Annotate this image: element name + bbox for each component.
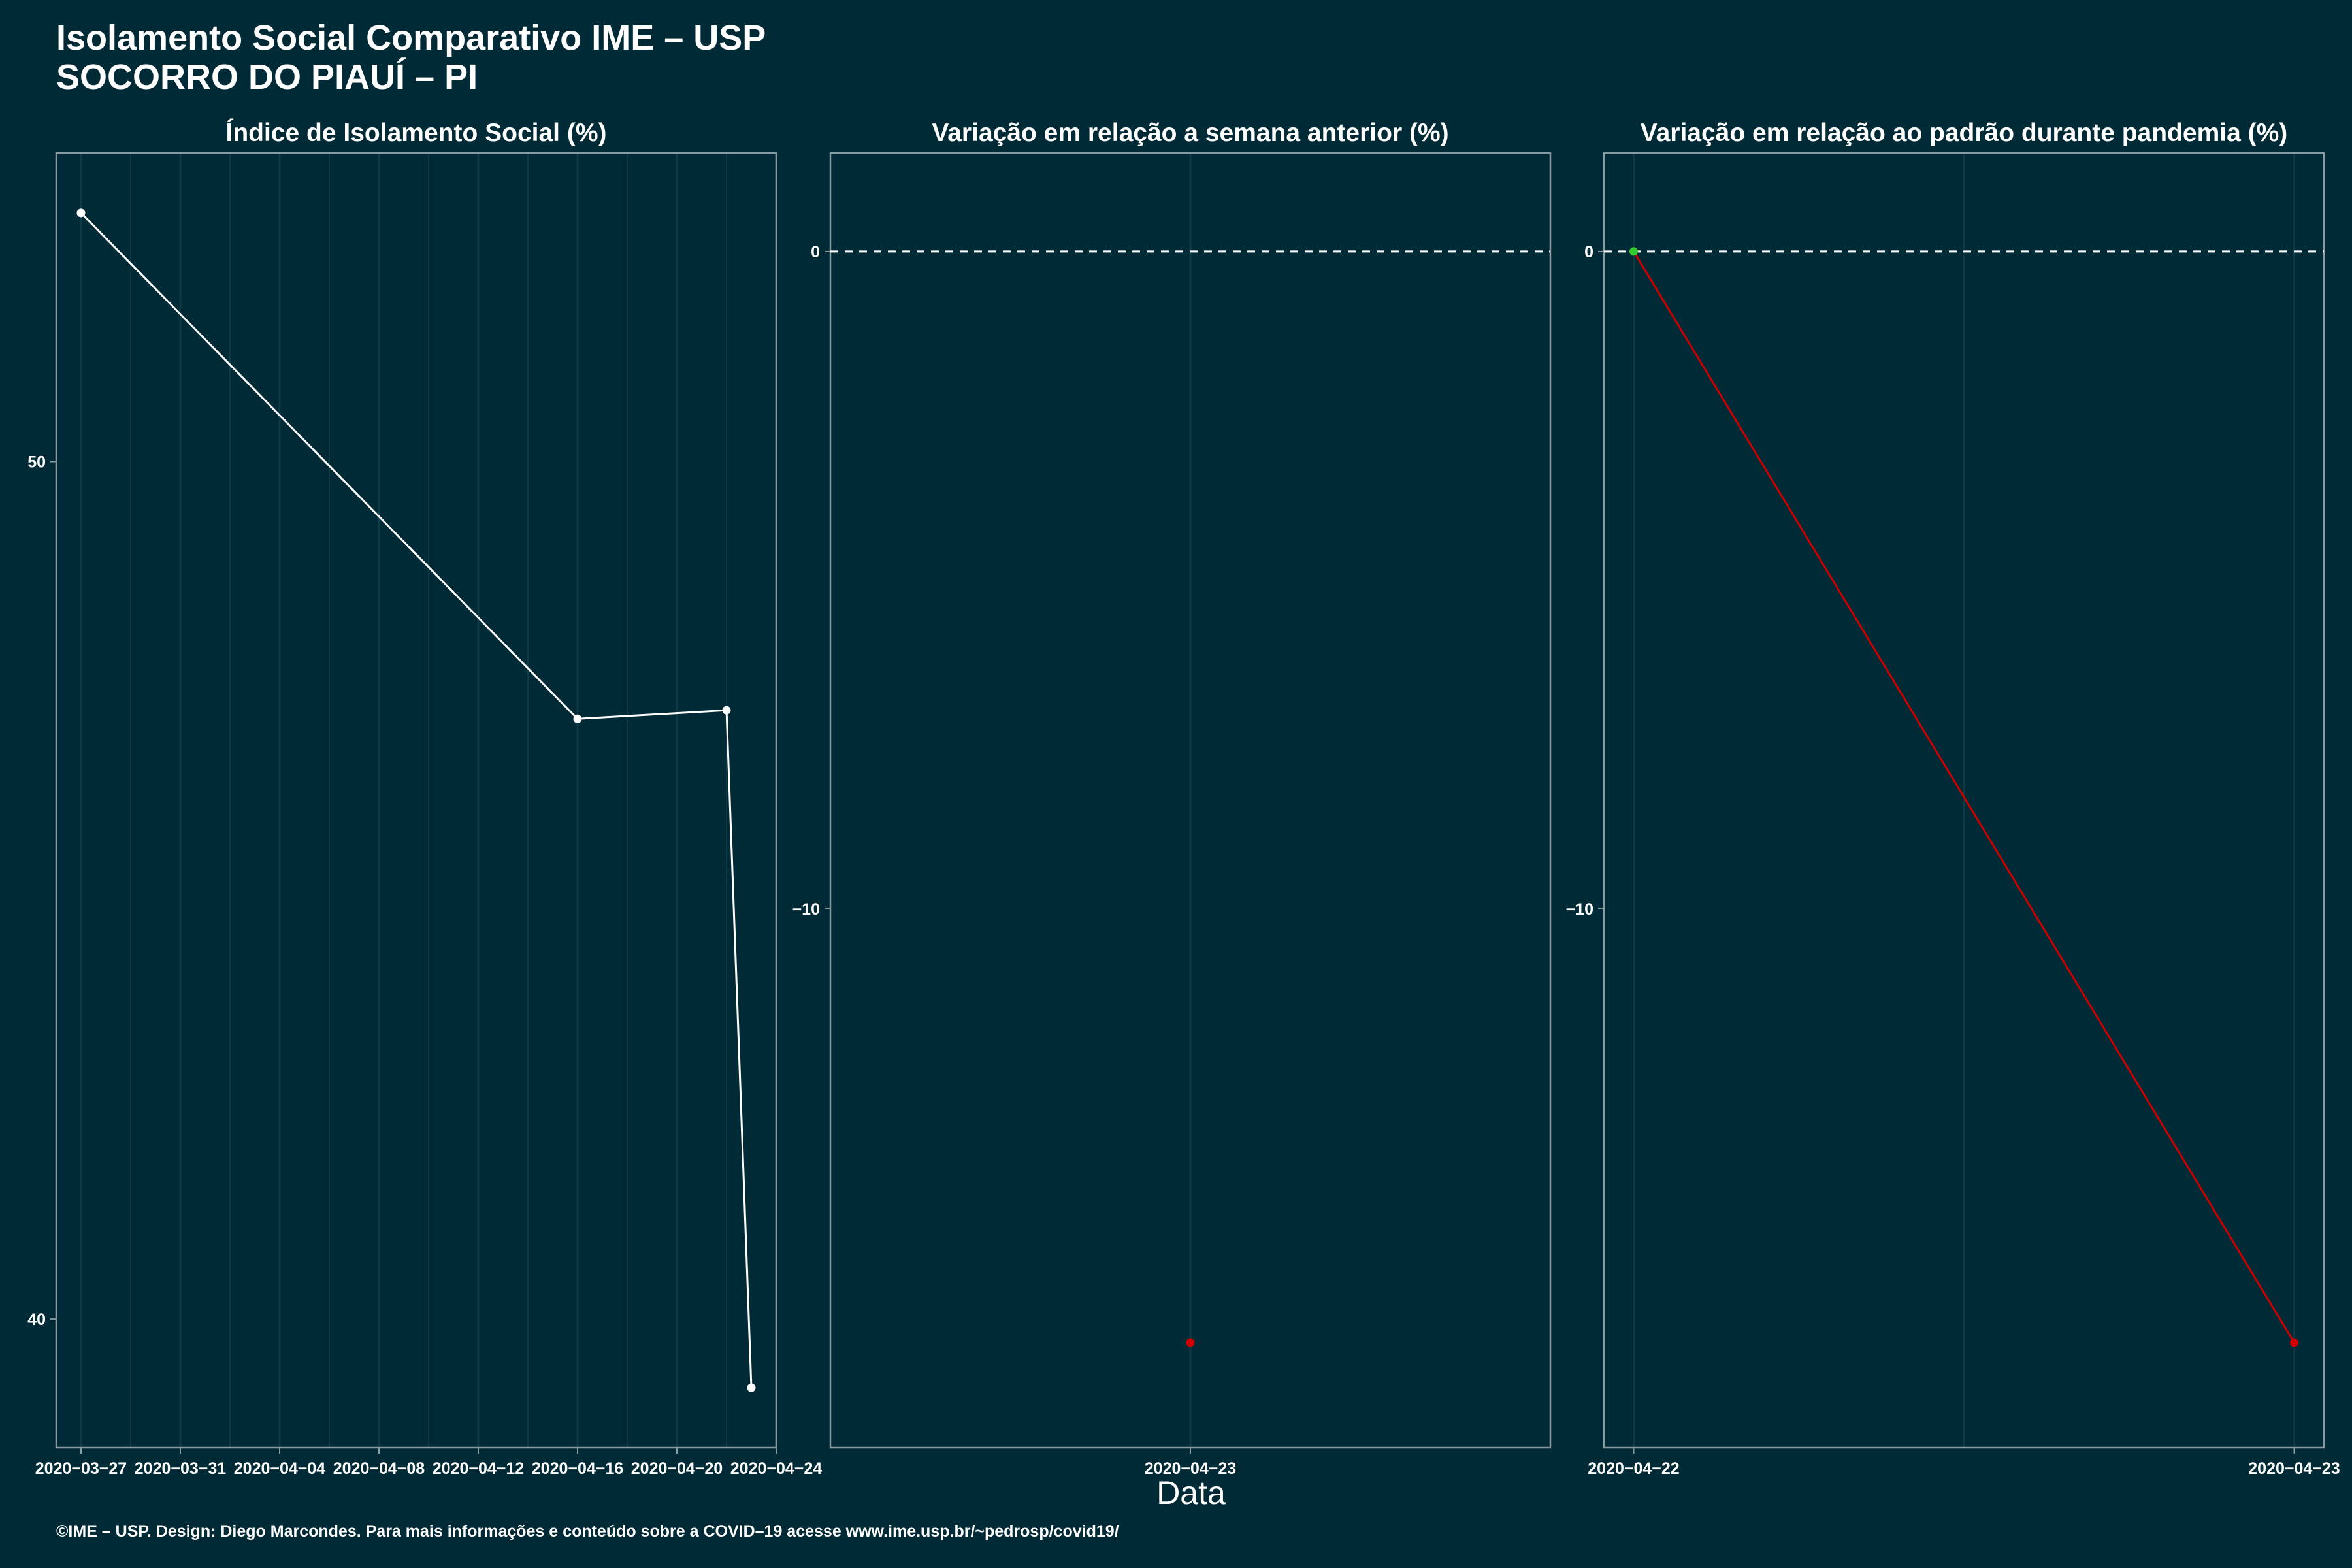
data-point <box>1629 247 1638 256</box>
x-tick-label: 2020−04−08 <box>333 1460 425 1478</box>
x-tick-label: 2020−04−24 <box>730 1460 823 1478</box>
figure-title-line2: SOCORRO DO PIAUÍ – PI <box>56 57 478 97</box>
panel-border <box>55 152 777 1449</box>
footer-credit: ©IME – USP. Design: Diego Marcondes. Par… <box>56 1522 1119 1541</box>
x-tick-label: 2020−04−23 <box>2248 1460 2340 1478</box>
x-tick-label: 2020−04−22 <box>1588 1460 1679 1478</box>
data-point <box>2290 1338 2299 1347</box>
data-point <box>722 706 731 715</box>
figure-title-line1: Isolamento Social Comparativo IME – USP <box>56 18 766 57</box>
panel-border <box>1603 152 2325 1449</box>
x-axis-label: Data <box>1156 1475 1226 1511</box>
y-tick-label: 0 <box>1584 243 1593 261</box>
data-point <box>1186 1338 1195 1347</box>
x-tick-label: 2020−04−16 <box>532 1460 623 1478</box>
x-tick-label: 2020−03−31 <box>135 1460 227 1478</box>
x-tick-label: 2020−04−23 <box>1145 1460 1236 1478</box>
x-tick-label: 2020−04−12 <box>433 1460 524 1478</box>
data-point <box>573 714 582 723</box>
y-tick-label: −10 <box>1566 900 1593 919</box>
x-tick-label: 2020−04−20 <box>631 1460 723 1478</box>
y-tick-label: 40 <box>27 1311 46 1329</box>
panel-pattern-variation: Variação em relação ao padrão durante pa… <box>1566 119 2340 1478</box>
series-line <box>1633 251 2295 1343</box>
y-tick-label: 50 <box>27 453 46 472</box>
panel-weekly-variation: Variação em relação a semana anterior (%… <box>792 119 1552 1478</box>
data-point <box>747 1383 756 1392</box>
y-tick-label: 0 <box>811 243 820 261</box>
x-tick-label: 2020−03−27 <box>35 1460 127 1478</box>
panel-isolation-index: Índice de Isolamento Social (%) 40 50 2020−… <box>27 118 822 1478</box>
panel-title: Variação em relação ao padrão durante pa… <box>1641 119 2288 147</box>
x-tick-label: 2020−04−04 <box>234 1460 326 1478</box>
series-line <box>80 212 753 1388</box>
panel-title: Variação em relação a semana anterior (%… <box>932 119 1448 147</box>
y-tick-label: −10 <box>792 900 820 919</box>
data-point <box>76 208 86 218</box>
panel-title: Índice de Isolamento Social (%) <box>226 118 607 147</box>
